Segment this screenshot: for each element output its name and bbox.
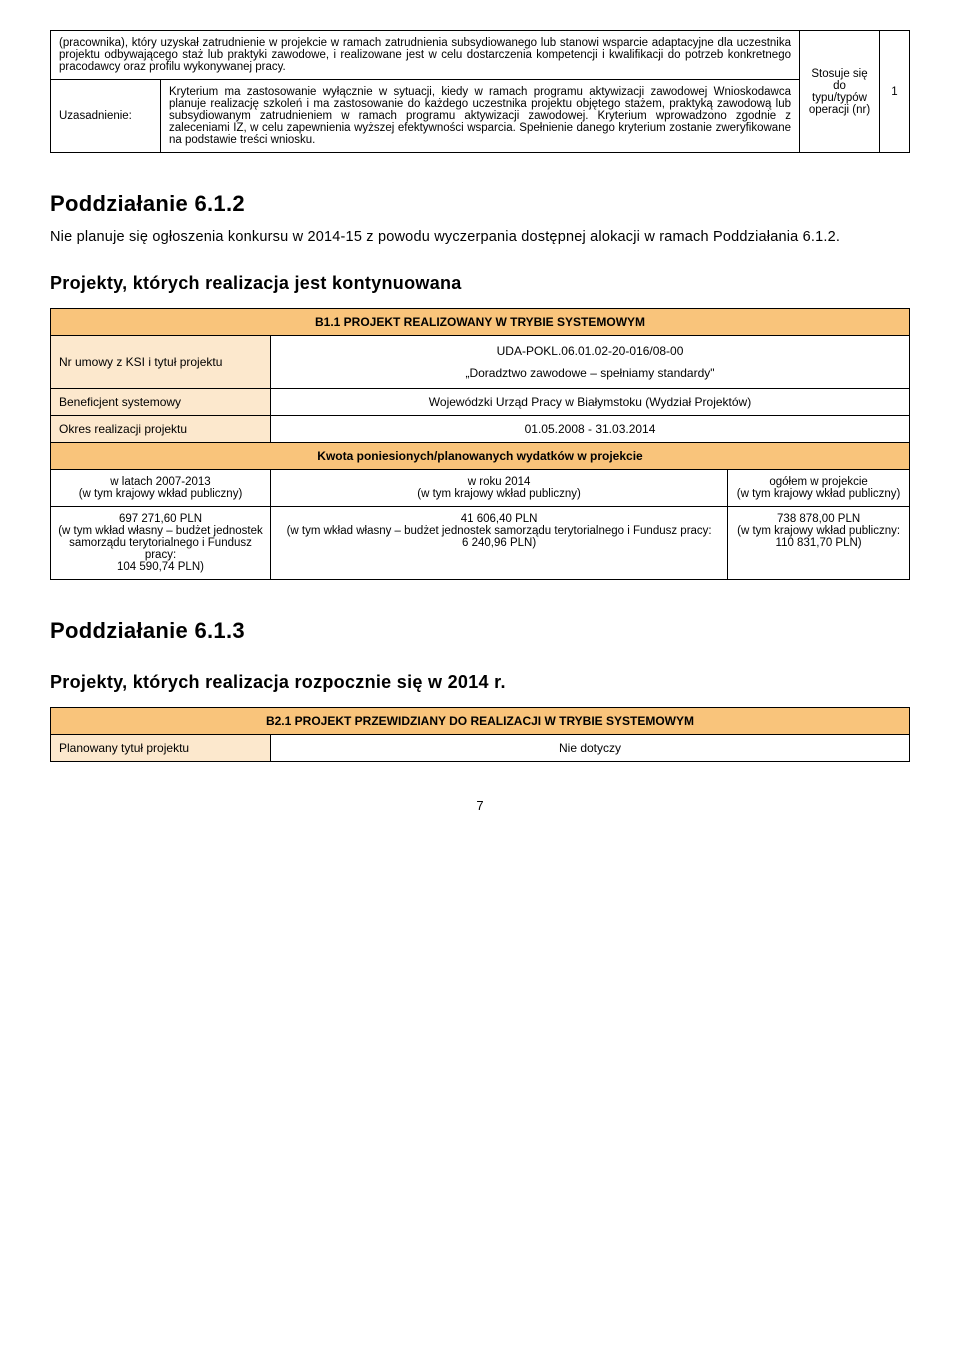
section-612-note: Nie planuje się ogłoszenia konkursu w 20…	[50, 229, 910, 245]
period-value: 01.05.2008 - 31.03.2014	[271, 416, 910, 443]
page-number: 7	[50, 798, 910, 813]
project-b21-header: B2.1 PROJEKT PRZEWIDZIANY DO REALIZACJI …	[51, 708, 910, 735]
continued-projects-heading: Projekty, których realizacja jest kontyn…	[50, 273, 910, 294]
contract-label: Nr umowy z KSI i tytuł projektu	[51, 336, 271, 389]
planned-title-label: Planowany tytuł projektu	[51, 735, 271, 762]
costs-col1-head: w latach 2007-2013 (w tym krajowy wkład …	[51, 470, 271, 507]
costs-col3-head: ogółem w projekcie (w tym krajowy wkład …	[728, 470, 910, 507]
criteria-text: (pracownika), który uzyskał zatrudnienie…	[51, 31, 800, 80]
justification-label: Uzasadnienie:	[51, 80, 161, 153]
costs-header: Kwota poniesionych/planowanych wydatków …	[51, 443, 910, 470]
planned-title-value: Nie dotyczy	[271, 735, 910, 762]
section-612-heading: Poddziałanie 6.1.2	[50, 191, 910, 217]
section-613-heading: Poddziałanie 6.1.3	[50, 618, 910, 644]
operation-number-value: 1	[891, 86, 897, 98]
costs-col1-val: 697 271,60 PLN (w tym wkład własny – bud…	[51, 507, 271, 580]
beneficiary-value: Wojewódzki Urząd Pracy w Białymstoku (Wy…	[271, 389, 910, 416]
section-613-subhead: Projekty, których realizacja rozpocznie …	[50, 672, 910, 693]
costs-col3-val: 738 878,00 PLN (w tym krajowy wkład publ…	[728, 507, 910, 580]
beneficiary-label: Beneficjent systemowy	[51, 389, 271, 416]
applies-to-label: Stosuje się do typu/typów operacji (nr)	[800, 31, 880, 153]
costs-col2-val: 41 606,40 PLN (w tym wkład własny – budż…	[271, 507, 728, 580]
operation-number: 1	[880, 31, 910, 153]
project-b11-table: B1.1 PROJEKT REALIZOWANY W TRYBIE SYSTEM…	[50, 308, 910, 580]
project-b21-table: B2.1 PROJEKT PRZEWIDZIANY DO REALIZACJI …	[50, 707, 910, 762]
contract-uda: UDA-POKL.06.01.02-20-016/08-00	[279, 344, 901, 358]
criteria-table: (pracownika), który uzyskał zatrudnienie…	[50, 30, 910, 153]
contract-title: „Doradztwo zawodowe – spełniamy standard…	[279, 366, 901, 380]
applies-to-label-text: Stosuje się do typu/typów operacji (nr)	[809, 68, 870, 116]
project-b11-header: B1.1 PROJEKT REALIZOWANY W TRYBIE SYSTEM…	[51, 309, 910, 336]
justification-text: Kryterium ma zastosowanie wyłącznie w sy…	[161, 80, 800, 153]
costs-col2-head: w roku 2014 (w tym krajowy wkład publicz…	[271, 470, 728, 507]
period-label: Okres realizacji projektu	[51, 416, 271, 443]
contract-value: UDA-POKL.06.01.02-20-016/08-00 „Doradztw…	[271, 336, 910, 389]
